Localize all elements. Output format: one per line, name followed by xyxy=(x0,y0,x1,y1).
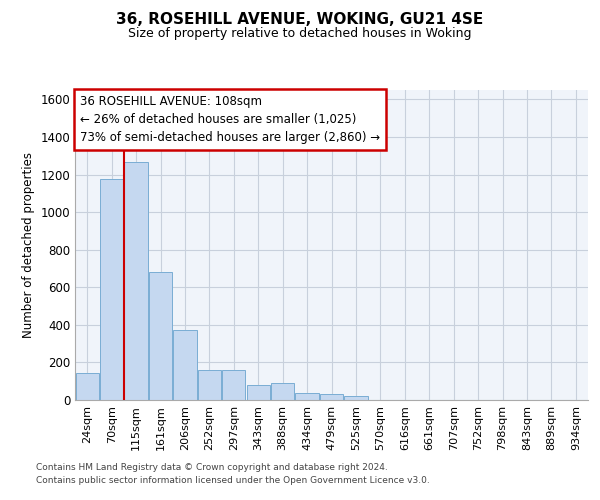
Text: 36, ROSEHILL AVENUE, WOKING, GU21 4SE: 36, ROSEHILL AVENUE, WOKING, GU21 4SE xyxy=(116,12,484,28)
Text: Size of property relative to detached houses in Woking: Size of property relative to detached ho… xyxy=(128,28,472,40)
Bar xyxy=(173,330,197,400)
Bar xyxy=(222,370,245,400)
Bar xyxy=(247,385,270,400)
Y-axis label: Number of detached properties: Number of detached properties xyxy=(22,152,35,338)
Bar xyxy=(198,370,221,400)
Bar xyxy=(271,383,294,400)
Text: Contains HM Land Registry data © Crown copyright and database right 2024.: Contains HM Land Registry data © Crown c… xyxy=(36,464,388,472)
Text: Contains public sector information licensed under the Open Government Licence v3: Contains public sector information licen… xyxy=(36,476,430,485)
Bar xyxy=(295,394,319,400)
Bar xyxy=(124,162,148,400)
Text: 36 ROSEHILL AVENUE: 108sqm
← 26% of detached houses are smaller (1,025)
73% of s: 36 ROSEHILL AVENUE: 108sqm ← 26% of deta… xyxy=(80,94,380,144)
Bar xyxy=(100,179,123,400)
Bar xyxy=(76,373,99,400)
Bar xyxy=(149,272,172,400)
Bar xyxy=(344,396,368,400)
Bar xyxy=(320,394,343,400)
